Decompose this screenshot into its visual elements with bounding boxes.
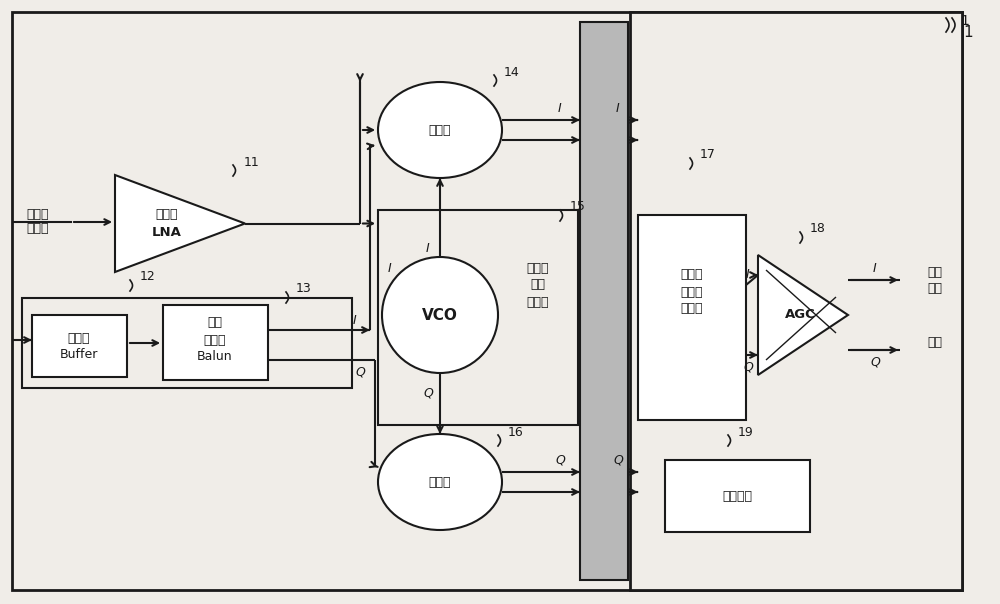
Text: 可配置: 可配置 [156,208,178,222]
Text: Q: Q [423,387,433,399]
Text: Q: Q [743,361,753,373]
Text: 17: 17 [700,149,716,161]
Text: 1: 1 [963,25,973,40]
Text: I: I [388,262,392,274]
Polygon shape [115,175,245,272]
Text: 13: 13 [296,283,312,295]
Polygon shape [758,255,848,375]
Text: 信号: 信号 [928,335,942,349]
Text: 可配置: 可配置 [527,262,549,274]
Text: 合成器: 合成器 [527,295,549,309]
Text: 换端器: 换端器 [204,333,226,347]
Text: I: I [616,101,620,115]
Text: 多模式: 多模式 [681,286,703,298]
Text: AGC: AGC [785,309,815,321]
Text: 14: 14 [504,65,520,79]
Text: 前端: 前端 [928,266,942,278]
Text: 可配置: 可配置 [681,269,703,281]
Text: 有源: 有源 [208,316,222,330]
Text: 频率: 频率 [530,278,546,292]
Bar [163,305,268,380]
Text: 缓冲器: 缓冲器 [68,332,90,344]
Text: Q: Q [355,365,365,379]
Text: Q: Q [555,454,565,466]
Text: Q: Q [870,356,880,368]
Text: 混频器: 混频器 [429,123,451,137]
Text: I: I [353,313,357,327]
Text: 11: 11 [244,155,260,169]
Ellipse shape [378,434,502,530]
Text: 滤波器: 滤波器 [681,303,703,315]
Text: 混频器: 混频器 [429,475,451,489]
Ellipse shape [378,82,502,178]
Text: 18: 18 [810,222,826,236]
Text: Q: Q [613,454,623,466]
Bar [22,298,352,388]
Text: 15: 15 [570,201,586,213]
Text: I: I [426,242,430,254]
Text: 19: 19 [738,425,754,439]
Circle shape [382,257,498,373]
Text: LNA: LNA [152,225,182,239]
Bar [32,315,127,377]
Text: 频信号: 频信号 [27,222,49,236]
Text: Balun: Balun [197,350,233,364]
Text: 16: 16 [508,425,524,439]
Text: 接收射: 接收射 [27,208,49,222]
Bar [638,215,746,420]
Bar [665,460,810,532]
Text: 12: 12 [140,269,156,283]
Text: I: I [558,101,562,115]
Text: 输出: 输出 [928,281,942,295]
Bar [630,12,962,590]
Text: Buffer: Buffer [60,349,98,362]
Text: 偏置电路: 偏置电路 [722,489,752,503]
Bar [378,210,578,425]
Text: I: I [873,262,877,274]
Text: I: I [746,269,750,281]
Bar [580,22,628,580]
Text: 1: 1 [960,14,969,28]
Text: VCO: VCO [422,307,458,323]
